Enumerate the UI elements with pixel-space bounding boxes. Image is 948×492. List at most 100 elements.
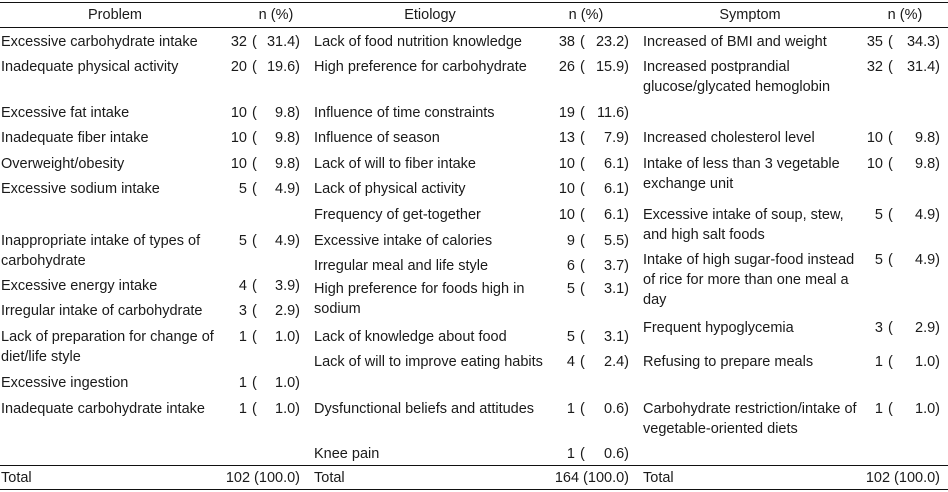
- problem-label: Excessive ingestion: [1, 375, 129, 391]
- symptom-count: 32: [866, 59, 883, 75]
- problem-label: Lack of preparation for change of diet/l…: [1, 329, 214, 365]
- etiology-percent: 6.1): [604, 207, 629, 223]
- problem-paren: (: [252, 105, 257, 121]
- total-rule: [0, 465, 948, 466]
- symptom-count: 35: [866, 34, 883, 50]
- problem-label: Inadequate physical activity: [1, 59, 179, 75]
- problem-count: 5: [238, 181, 247, 197]
- etiology-paren: (: [580, 181, 585, 197]
- etiology-paren: (: [580, 233, 585, 249]
- problem-paren: (: [252, 401, 257, 417]
- symptom-paren: (: [888, 354, 893, 370]
- total-symptom: 102 (100.0): [865, 470, 940, 486]
- etiology-count: 6: [566, 258, 575, 274]
- problem-percent: 19.6): [266, 59, 300, 75]
- total-label-etiology: Total: [314, 470, 345, 486]
- etiology-paren: (: [580, 446, 585, 462]
- etiology-paren: (: [580, 329, 585, 345]
- etiology-percent: 11.6): [597, 105, 629, 121]
- top-rule: [0, 2, 948, 3]
- problem-count: 10: [230, 105, 247, 121]
- problem-count: 32: [230, 34, 247, 50]
- etiology-percent: 2.4): [604, 354, 629, 370]
- problem-label: Inadequate carbohydrate intake: [1, 401, 205, 417]
- problem-paren: (: [252, 329, 257, 345]
- symptom-percent: 4.9): [915, 207, 940, 223]
- total-problem: 102 (100.0): [225, 470, 300, 486]
- problem-label: Inappropriate intake of types of carbohy…: [1, 233, 201, 269]
- etiology-label: Dysfunctional beliefs and attitudes: [314, 401, 535, 417]
- problem-count: 3: [238, 303, 247, 319]
- symptom-paren: (: [888, 130, 893, 146]
- problem-count: 20: [230, 59, 247, 75]
- symptom-paren: (: [888, 207, 893, 223]
- problem-label: Excessive carbohydrate intake: [1, 34, 198, 50]
- symptom-label: Increased postprandial glucose/glycated …: [643, 59, 831, 95]
- etiology-paren: (: [580, 354, 585, 370]
- etiology-count: 19: [558, 105, 575, 121]
- symptom-label: Increased cholesterol level: [643, 130, 815, 146]
- problem-label: Excessive energy intake: [1, 278, 158, 294]
- etiology-count: 4: [566, 354, 575, 370]
- symptom-paren: (: [888, 59, 893, 75]
- etiology-percent: 3.1): [604, 281, 629, 297]
- header-etiology-n: n (%): [568, 7, 604, 23]
- problem-paren: (: [252, 59, 257, 75]
- symptom-paren: (: [888, 156, 893, 172]
- symptom-paren: (: [888, 34, 893, 50]
- problem-paren: (: [252, 34, 257, 50]
- problem-paren: (: [252, 303, 257, 319]
- etiology-count: 1: [566, 446, 575, 462]
- problem-percent: 9.8): [275, 130, 300, 146]
- total-etiology: 164 (100.0): [554, 470, 629, 486]
- problem-count: 1: [238, 375, 247, 391]
- symptom-percent: 1.0): [915, 401, 940, 417]
- etiology-percent: 23.2): [595, 34, 629, 50]
- symptom-percent: 9.8): [915, 156, 940, 172]
- symptom-label: Frequent hypoglycemia: [643, 320, 794, 336]
- etiology-count: 38: [558, 34, 575, 50]
- total-label-problem: Total: [1, 470, 32, 486]
- etiology-count: 10: [558, 156, 575, 172]
- symptom-label: Intake of less than 3 vegetable exchange…: [643, 156, 840, 192]
- etiology-label: Lack of food nutrition knowledge: [314, 34, 522, 50]
- problem-percent: 1.0): [275, 375, 300, 391]
- symptom-label: Refusing to prepare meals: [643, 354, 814, 370]
- problem-count: 5: [238, 233, 247, 249]
- problem-percent: 9.8): [275, 105, 300, 121]
- problem-label: Excessive fat intake: [1, 105, 130, 121]
- problem-count: 1: [238, 329, 247, 345]
- etiology-percent: 6.1): [604, 181, 629, 197]
- problem-count: 10: [230, 130, 247, 146]
- header-symptom-n: n (%): [887, 7, 923, 23]
- problem-percent: 31.4): [266, 34, 300, 50]
- etiology-percent: 7.9): [604, 130, 629, 146]
- total-label-symptom: Total: [643, 470, 674, 486]
- bottom-rule: [0, 489, 948, 490]
- problem-percent: 4.9): [275, 233, 300, 249]
- etiology-label: Knee pain: [314, 446, 380, 462]
- etiology-percent: 3.7): [604, 258, 629, 274]
- etiology-label: High preference for carbohydrate: [314, 59, 527, 75]
- symptom-count: 10: [866, 156, 883, 172]
- etiology-count: 10: [558, 181, 575, 197]
- etiology-label: Frequency of get-together: [314, 207, 481, 223]
- etiology-label: Lack of will to fiber intake: [314, 156, 476, 172]
- symptom-count: 5: [874, 207, 883, 223]
- problem-paren: (: [252, 278, 257, 294]
- etiology-label: Excessive intake of calories: [314, 233, 493, 249]
- etiology-percent: 5.5): [604, 233, 629, 249]
- etiology-percent: 6.1): [604, 156, 629, 172]
- symptom-label: Carbohydrate restriction/intake of veget…: [643, 401, 857, 437]
- etiology-count: 5: [566, 281, 575, 297]
- symptom-percent: 34.3): [906, 34, 940, 50]
- problem-paren: (: [252, 156, 257, 172]
- header-symptom: Symptom: [719, 7, 781, 23]
- header-etiology: Etiology: [404, 7, 456, 23]
- etiology-paren: (: [580, 258, 585, 274]
- problem-percent: 2.9): [275, 303, 300, 319]
- symptom-paren: (: [888, 252, 893, 268]
- etiology-label: High preference for foods high in sodium: [314, 281, 525, 317]
- symptom-paren: (: [888, 401, 893, 417]
- etiology-count: 26: [558, 59, 575, 75]
